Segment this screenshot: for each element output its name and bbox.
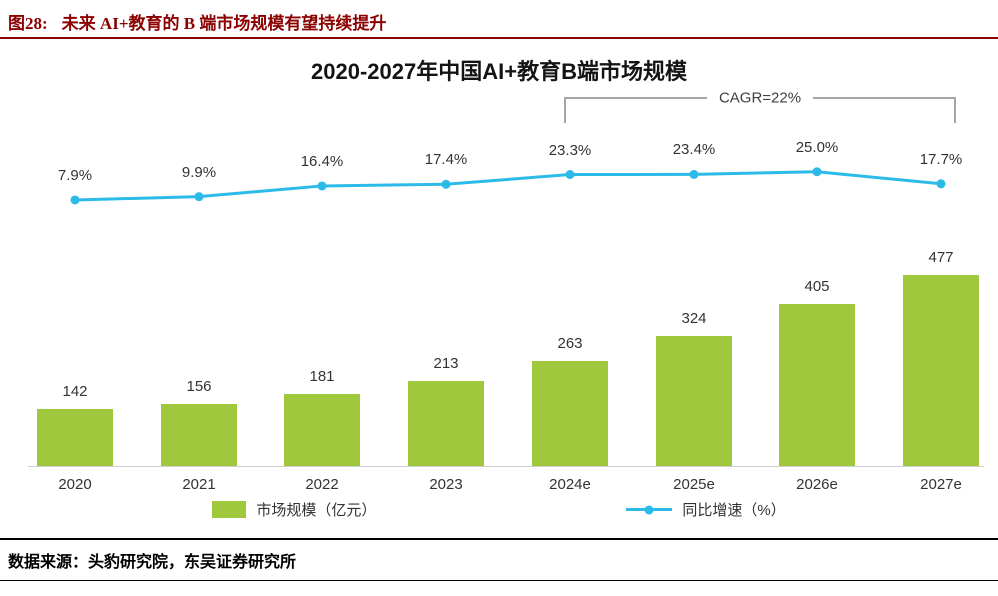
bar [37, 409, 113, 466]
footer-divider-bottom [0, 580, 998, 581]
data-source: 数据来源：头豹研究院，东吴证券研究所 [8, 554, 297, 571]
header-divider [0, 37, 998, 39]
line-value-label: 17.7% [919, 150, 963, 168]
x-axis-line [28, 466, 984, 467]
line-marker [936, 179, 946, 189]
bar-value-label: 405 [804, 278, 830, 295]
cagr-annotation: CAGR=22% [706, 89, 814, 107]
line-value-label: 7.9% [57, 166, 93, 184]
figure-number: 图28: [8, 14, 48, 33]
cagr-bracket: CAGR=22% [564, 89, 956, 123]
x-axis-label: 2021 [182, 476, 216, 493]
bar-value-label: 181 [309, 368, 335, 385]
bar-value-label: 156 [186, 378, 212, 395]
bar [903, 275, 979, 466]
bar-legend-label: 市场规模（亿元） [256, 502, 377, 519]
chart-title: 2020-2027年中国AI+教育B端市场规模 [311, 59, 687, 84]
bar-value-label: 263 [557, 335, 583, 352]
bar-value-label: 142 [62, 383, 88, 400]
line-legend-dot [644, 505, 654, 514]
legend-item-growth-rate: 同比增速（%） [626, 499, 786, 520]
line-marker [565, 170, 575, 180]
bar [532, 361, 608, 466]
line-marker [689, 169, 699, 179]
line-value-label: 25.0% [795, 138, 839, 156]
figure-title: 未来 AI+教育的 B 端市场规模有望持续提升 [61, 14, 387, 33]
line-marker [194, 192, 204, 202]
x-axis-label: 2025e [673, 476, 715, 493]
line-value-label: 23.4% [672, 141, 716, 159]
bar-value-label: 477 [928, 249, 954, 266]
line-value-label: 17.4% [424, 151, 468, 169]
bar [779, 304, 855, 466]
line-value-label: 16.4% [300, 152, 344, 170]
bar [408, 381, 484, 466]
line-marker [441, 179, 451, 189]
bar-value-label: 324 [681, 310, 707, 327]
legend-item-market-size: 市场规模（亿元） [212, 499, 376, 520]
x-axis-label: 2022 [305, 476, 339, 493]
bar [161, 404, 237, 466]
line-marker [70, 195, 80, 205]
x-axis-label: 2024e [549, 476, 591, 493]
x-axis-label: 2023 [429, 476, 463, 493]
line-legend-swatch [626, 505, 673, 514]
line-marker [812, 167, 822, 177]
x-axis-label: 2026e [796, 476, 838, 493]
line-legend-label: 同比增速（%） [682, 502, 786, 519]
bar-legend-swatch [212, 501, 247, 518]
x-axis-label: 2020 [58, 476, 92, 493]
plot-area: CAGR=22% 142 2020 7.9% 156 2021 9.9% 181 2022 16… [0, 89, 998, 550]
line-marker [317, 181, 327, 191]
line-value-label: 9.9% [181, 163, 217, 181]
growth-line-chart [70, 167, 946, 205]
footer-divider-top [0, 538, 998, 540]
figure-caption: 图28: 未来 AI+教育的 B 端市场规模有望持续提升 [8, 9, 386, 34]
bar [656, 336, 732, 466]
chart-legend: 市场规模（亿元） 同比增速（%） [0, 499, 998, 520]
bar-value-label: 213 [433, 355, 459, 372]
line-value-label: 23.3% [548, 141, 592, 159]
x-axis-label: 2027e [920, 476, 962, 493]
bar [284, 394, 360, 466]
